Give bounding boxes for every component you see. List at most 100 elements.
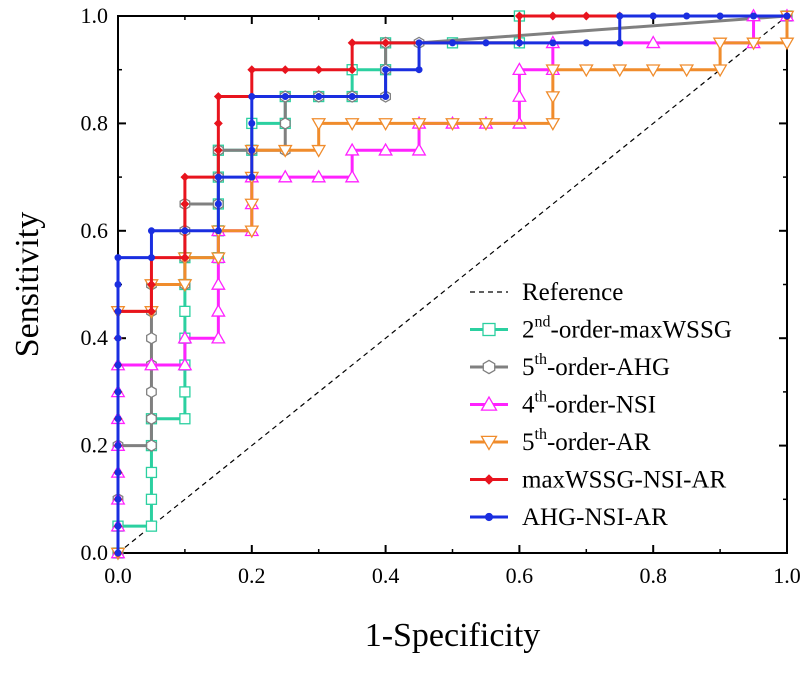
data-point (445, 118, 460, 131)
data-point (515, 39, 523, 47)
data-point (114, 415, 122, 423)
y-tick-label: 0.2 (81, 433, 109, 458)
series-line (116, 16, 789, 553)
legend-swatch-marker (482, 359, 496, 375)
data-point (578, 64, 594, 78)
data-point (645, 64, 661, 78)
data-point (449, 39, 456, 47)
data-point (347, 38, 357, 48)
legend-label-rest: -order-AHG (547, 354, 670, 381)
legend-label-base: 2 (522, 317, 535, 344)
legend-label-base: 5 (522, 429, 535, 456)
y-tick-label: 0.6 (81, 218, 109, 243)
data-point (146, 331, 157, 345)
data-point (181, 227, 189, 235)
data-point (545, 64, 561, 78)
x-axis-label: 1-Specificity (365, 617, 541, 654)
data-point (679, 64, 695, 78)
data-point (213, 118, 223, 128)
y-axis-label: Sensitivity (9, 212, 46, 357)
data-point (146, 306, 156, 316)
data-point (545, 91, 561, 105)
data-point (177, 279, 193, 293)
y-tick-label: 0.0 (81, 540, 109, 565)
data-point (177, 357, 193, 371)
legend-label-base: AHG-NSI-AR (522, 504, 668, 531)
data-point (277, 144, 293, 158)
reference-line-group (117, 15, 788, 554)
x-tick-label: 0.8 (639, 563, 667, 588)
data-point (114, 388, 122, 396)
data-point (616, 39, 624, 47)
data-point (213, 92, 223, 102)
data-point (210, 303, 226, 317)
data-point (645, 35, 661, 49)
data-point (114, 307, 122, 315)
data-point (177, 330, 193, 344)
data-point (114, 334, 122, 342)
data-point (214, 200, 222, 208)
data-point (347, 65, 357, 75)
data-point (683, 12, 691, 20)
data-point (378, 118, 393, 131)
data-point (616, 12, 624, 20)
data-point (612, 64, 628, 78)
y-tick-label: 0.8 (81, 110, 109, 135)
legend-label-rest: -order-maxWSSG (551, 317, 732, 344)
data-point (244, 225, 260, 239)
legend-label-reference: Reference (522, 279, 623, 306)
data-point (248, 146, 256, 154)
data-point (210, 330, 226, 344)
data-point (311, 118, 327, 131)
legend-swatch-marker (480, 435, 498, 451)
data-point (248, 173, 256, 181)
y-tick-label: 1.0 (81, 3, 109, 28)
data-point (179, 305, 191, 318)
data-point (314, 65, 324, 75)
data-point (746, 37, 761, 51)
legend-label-rest: -order-NSI (547, 392, 656, 419)
x-tick-label: 0.0 (104, 563, 132, 588)
data-point (214, 173, 222, 181)
data-point (344, 169, 360, 183)
legend-label-superscript: th (535, 389, 547, 406)
data-point (146, 385, 157, 399)
data-point (146, 439, 157, 452)
data-point (381, 38, 391, 48)
legend-label-superscript: nd (535, 314, 551, 331)
data-point (348, 93, 356, 101)
data-point (512, 62, 527, 76)
data-point (344, 142, 360, 156)
data-point (114, 254, 122, 262)
legend-label-base: 5 (522, 354, 535, 381)
data-point (378, 142, 393, 156)
data-point (281, 93, 289, 101)
data-point (144, 357, 159, 371)
data-point (382, 66, 390, 74)
data-point (512, 88, 527, 102)
data-point (482, 39, 490, 47)
data-point (114, 522, 122, 530)
data-point (210, 252, 226, 266)
data-point (180, 253, 190, 263)
legend-label: 2nd-order-maxWSSG (522, 314, 732, 344)
data-point (248, 119, 256, 127)
data-point (114, 549, 122, 557)
data-point (545, 118, 561, 131)
legend-label: 5th-order-AHG (522, 351, 670, 381)
data-point (779, 37, 795, 51)
y-tick-label: 0.4 (81, 325, 109, 350)
data-point (478, 118, 494, 131)
data-point (411, 142, 427, 156)
series-group (110, 8, 795, 561)
legend-swatch-marker (484, 512, 494, 522)
data-point (247, 65, 257, 75)
data-point (514, 11, 524, 21)
data-point (311, 144, 327, 158)
data-point (244, 198, 260, 212)
data-point (146, 412, 157, 426)
data-point (147, 254, 155, 262)
data-point (213, 145, 223, 155)
data-point (712, 37, 728, 51)
